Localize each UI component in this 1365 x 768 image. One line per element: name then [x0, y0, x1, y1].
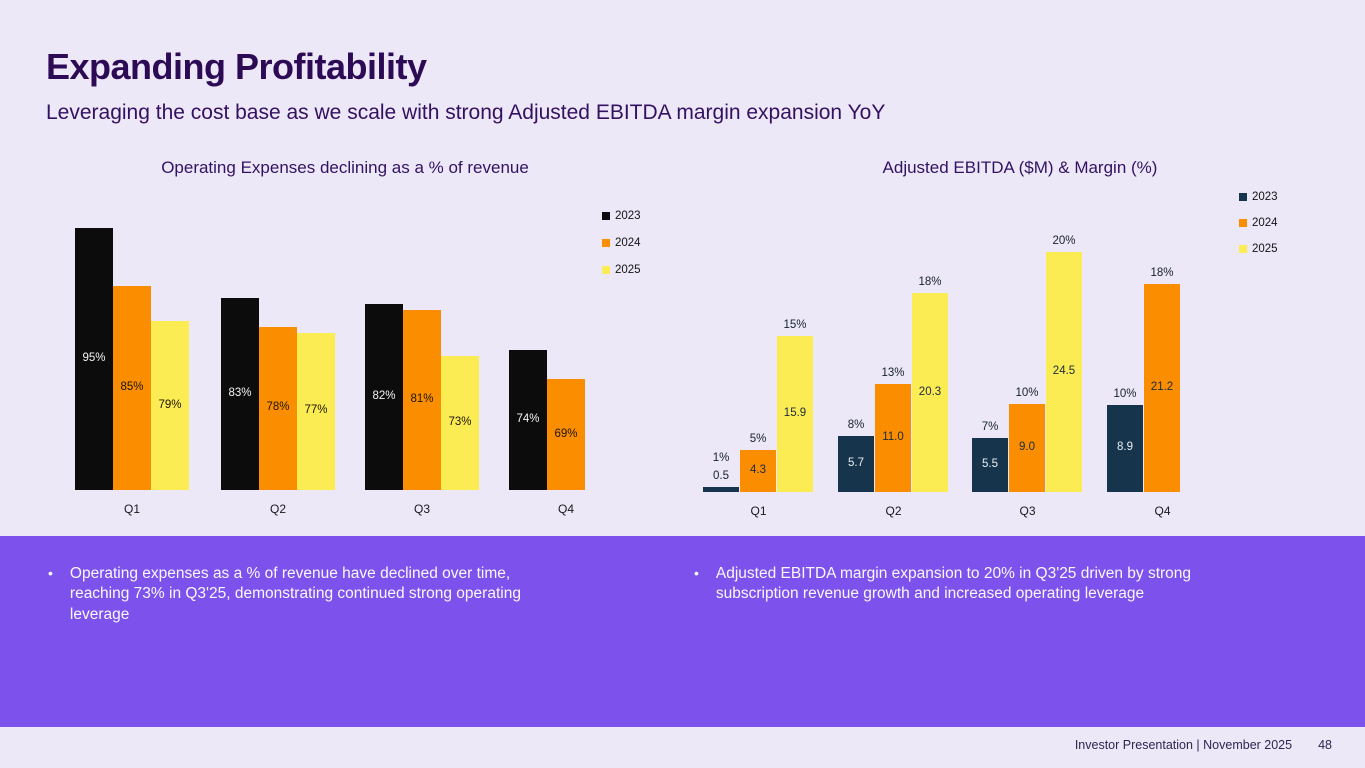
bar-value-label: 77%	[304, 404, 328, 417]
bar-value-label: 74%	[516, 413, 540, 426]
bar-2023-q2	[838, 436, 874, 492]
x-axis-label-q4: Q4	[1154, 504, 1171, 518]
legend-label-2025: 2025	[1252, 243, 1278, 255]
legend-item-2024: 2024	[602, 237, 641, 249]
legend-swatch-2025	[1239, 245, 1247, 253]
bar-value-label: 20.3	[918, 385, 942, 398]
page-subtitle: Leveraging the cost base as we scale wit…	[46, 101, 886, 124]
x-axis-label-q2: Q2	[269, 502, 286, 516]
bar-value-label: 15.9	[783, 407, 807, 420]
bar-2023-q4	[509, 350, 547, 490]
bar-2023-q3	[972, 438, 1008, 492]
bar-margin-label: 10%	[1015, 386, 1039, 399]
bar-2025-q1	[777, 336, 813, 492]
legend-item-2025: 2025	[1239, 243, 1278, 255]
bar-margin-label: 8%	[847, 419, 865, 432]
bullet-opex: • Operating expenses as a % of revenue h…	[48, 564, 548, 625]
slide-footer: Investor Presentation | November 2025 48	[900, 738, 1332, 752]
legend-label-2024: 2024	[1252, 217, 1278, 229]
bar-2024-q2	[259, 326, 297, 490]
bar-2025-q3	[441, 356, 479, 490]
bar-2024-q3	[1009, 403, 1045, 492]
takeaways-panel: • Operating expenses as a % of revenue h…	[0, 536, 1365, 727]
page-title: Expanding Profitability	[46, 46, 427, 87]
x-axis-label-q1: Q1	[750, 504, 767, 518]
bar-2023-q3	[365, 303, 403, 490]
bar-2024-q4	[1144, 284, 1180, 492]
bar-margin-label: 18%	[1150, 267, 1174, 280]
bar-2025-q3	[1046, 252, 1082, 492]
chart-title-ebitda: Adjusted EBITDA ($M) & Margin (%)	[882, 158, 1158, 177]
bullet-opex-text: Operating expenses as a % of revenue hav…	[69, 565, 521, 623]
bar-value-label: 21.2	[1150, 381, 1174, 394]
bar-margin-label: 10%	[1113, 387, 1137, 400]
legend-swatch-2023	[1239, 193, 1247, 201]
footer-label: Investor Presentation | November 2025	[1074, 738, 1293, 752]
x-axis-label-q1: Q1	[123, 502, 140, 516]
legend-swatch-2024	[1239, 219, 1247, 227]
legend-swatch-2024	[602, 239, 610, 247]
x-axis-label-q3: Q3	[1019, 504, 1036, 518]
bar-value-label: 81%	[410, 392, 434, 405]
bar-2023-q1	[703, 487, 739, 492]
x-axis-label-q3: Q3	[413, 502, 430, 516]
bar-margin-label: 18%	[918, 276, 942, 289]
bar-value-label: 24.5	[1052, 365, 1076, 378]
legend-item-2024: 2024	[1239, 217, 1278, 229]
bar-value-label: 69%	[554, 427, 578, 440]
bar-value-label: 11.0	[882, 431, 904, 444]
bar-value-label: 5.5	[982, 458, 998, 471]
bar-2025-q2	[297, 332, 335, 490]
x-axis-label-q4: Q4	[557, 502, 574, 516]
legend-swatch-2025	[602, 266, 610, 274]
bullet-ebitda: • Adjusted EBITDA margin expansion to 20…	[694, 564, 1224, 605]
bar-value-label: 78%	[266, 401, 290, 414]
bar-value-label: 8.9	[1117, 441, 1133, 454]
bar-margin-label: 20%	[1052, 235, 1076, 248]
bar-2023-q2	[221, 297, 259, 490]
bullet-marker: •	[694, 565, 699, 581]
bar-margin-label: 15%	[783, 319, 807, 332]
legend-item-2023: 2023	[602, 210, 641, 222]
bar-value-label: 82%	[372, 389, 396, 402]
legend-label-2023: 2023	[615, 210, 641, 222]
bar-value-label: 4.3	[750, 463, 766, 476]
bar-value-label: 73%	[448, 416, 472, 429]
bar-value-label: 83%	[228, 386, 252, 399]
bar-value-label: 85%	[120, 381, 144, 394]
bar-value-label: 79%	[158, 398, 182, 411]
bar-2024-q1	[740, 449, 776, 492]
legend-swatch-2023	[602, 212, 610, 220]
bar-value-label: 0.5	[713, 470, 729, 483]
bar-value-label: 5.7	[848, 457, 864, 470]
bar-margin-label: 13%	[881, 367, 905, 380]
bullet-ebitda-text: Adjusted EBITDA margin expansion to 20% …	[715, 565, 1192, 603]
bar-2024-q1	[113, 286, 151, 490]
bar-2023-q1	[75, 228, 113, 490]
bar-2025-q2	[912, 293, 948, 492]
bar-margin-label: 5%	[749, 432, 767, 445]
bar-2024-q2	[875, 384, 911, 492]
x-axis-label-q2: Q2	[885, 504, 902, 518]
chart-title-opex: Operating Expenses declining as a % of r…	[161, 158, 529, 177]
bar-value-label: 95%	[82, 352, 106, 364]
legend-item-2023: 2023	[1239, 191, 1278, 203]
legend-label-2023: 2023	[1252, 191, 1278, 203]
bullet-marker: •	[48, 565, 53, 581]
page-number: 48	[1318, 738, 1332, 752]
legend-label-2024: 2024	[615, 237, 641, 249]
bar-value-label: 9.0	[1019, 440, 1035, 453]
bar-2024-q3	[403, 309, 441, 490]
legend-label-2025: 2025	[615, 264, 641, 276]
bar-2024-q4	[547, 379, 585, 490]
bar-2023-q4	[1107, 404, 1143, 492]
bar-margin-label: 1%	[712, 452, 730, 465]
bar-margin-label: 7%	[981, 421, 999, 434]
legend-item-2025: 2025	[602, 264, 641, 276]
bar-2025-q1	[151, 321, 189, 490]
